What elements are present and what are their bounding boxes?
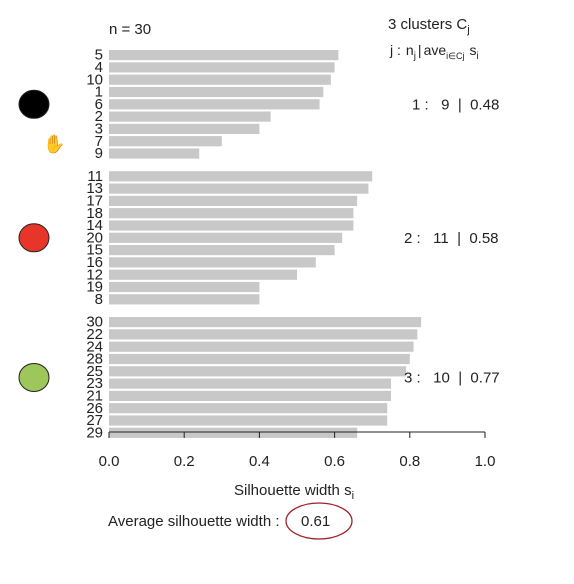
- silhouette-bar-12: [109, 269, 297, 280]
- cluster-summaries-group: 1 : 9 | 0.48 2 : 11 | 0.58 3 : 10 | 0.77: [404, 96, 500, 386]
- silhouette-bar-29: [109, 427, 358, 438]
- silhouette-bar-23: [109, 378, 391, 389]
- header-line-1: 3 clusters Cj: [388, 16, 470, 36]
- cluster-1-summary: 1 : 9 | 0.48: [412, 96, 499, 113]
- x-tick-label-0.0: 0.0: [99, 453, 120, 470]
- bar-label-20: 20: [86, 229, 103, 246]
- silhouette-bar-27: [109, 415, 388, 426]
- silhouette-bar-21: [109, 390, 391, 401]
- header-line-1-sub: j: [466, 24, 469, 36]
- silhouette-bar-7: [109, 136, 222, 147]
- bar-label-16: 16: [86, 254, 103, 271]
- bar-label-4: 4: [95, 59, 103, 76]
- silhouette-bar-17: [109, 195, 358, 206]
- cluster-2-dot: [18, 223, 50, 253]
- bar-label-5: 5: [95, 47, 103, 64]
- cluster-3-dot: [18, 362, 50, 392]
- silhouette-bar-20: [109, 232, 343, 243]
- bar-label-7: 7: [95, 133, 103, 150]
- silhouette-bar-22: [109, 329, 418, 340]
- bar-label-14: 14: [86, 217, 103, 234]
- silhouette-bar-14: [109, 220, 354, 231]
- x-tick-label-0.6: 0.6: [324, 453, 345, 470]
- bar-label-9: 9: [95, 145, 103, 162]
- bar-label-29: 29: [86, 424, 103, 441]
- bar-label-27: 27: [86, 412, 103, 429]
- bar-label-28: 28: [86, 351, 103, 368]
- silhouette-bar-15: [109, 245, 335, 256]
- bar-label-10: 10: [86, 71, 103, 88]
- average-value-highlight-circle: [285, 502, 353, 540]
- header-line-2: j : nj | avei∈Cj si: [389, 42, 479, 62]
- average-silhouette-value: 0.61: [301, 513, 330, 530]
- silhouette-bar-18: [109, 208, 354, 219]
- x-axis: 0.0 0.2 0.4 0.6 0.8 1.0: [99, 431, 496, 470]
- bar-label-26: 26: [86, 400, 103, 417]
- cluster-2-summary: 2 : 11 | 0.58: [404, 230, 499, 247]
- silhouette-bar-5: [109, 50, 339, 61]
- x-tick-label-0.2: 0.2: [174, 453, 195, 470]
- bar-label-13: 13: [86, 180, 103, 197]
- silhouette-bar-16: [109, 257, 316, 268]
- bar-label-6: 6: [95, 96, 103, 113]
- bar-label-24: 24: [86, 338, 103, 355]
- n-label: n = 30: [109, 21, 151, 38]
- silhouette-bar-25: [109, 366, 407, 377]
- cluster-3-summary: 3 : 10 | 0.77: [404, 369, 500, 386]
- x-tick-label-1.0: 1.0: [475, 453, 496, 470]
- bar-label-12: 12: [86, 266, 103, 283]
- silhouette-bar-1: [109, 86, 324, 98]
- silhouette-bar-28: [109, 353, 410, 365]
- bar-label-15: 15: [86, 242, 103, 259]
- silhouette-bar-24: [109, 341, 414, 352]
- bar-label-22: 22: [86, 326, 103, 343]
- bar-label-8: 8: [95, 291, 103, 308]
- bar-label-21: 21: [86, 388, 103, 405]
- bar-label-11: 11: [87, 168, 103, 185]
- bar-label-2: 2: [95, 108, 103, 125]
- silhouette-bar-30: [109, 317, 422, 328]
- x-axis-title: Silhouette width si: [234, 482, 354, 502]
- silhouette-bar-26: [109, 403, 388, 414]
- cluster-dots-group: [18, 89, 50, 392]
- cluster-1-dot: [18, 89, 50, 119]
- silhouette-bar-10: [109, 74, 331, 85]
- bar-label-25: 25: [86, 363, 103, 380]
- bar-label-30: 30: [86, 314, 103, 331]
- silhouette-bar-2: [109, 111, 271, 122]
- average-silhouette-label: Average silhouette width :: [108, 513, 280, 530]
- bar-label-3: 3: [95, 121, 103, 138]
- silhouette-bar-4: [109, 62, 335, 73]
- hand-cursor-icon: ✋: [43, 134, 66, 155]
- silhouette-bar-9: [109, 148, 200, 159]
- silhouette-bar-3: [109, 123, 260, 134]
- silhouette-bar-13: [109, 183, 369, 194]
- header-line-1-text: 3 clusters C: [388, 16, 467, 33]
- silhouette-bar-6: [109, 99, 320, 110]
- x-tick-label-0.8: 0.8: [399, 453, 420, 470]
- silhouette-bar-19: [109, 281, 260, 293]
- bar-label-18: 18: [86, 205, 103, 222]
- bar-label-17: 17: [86, 193, 103, 210]
- bars-group: [109, 50, 422, 438]
- silhouette-bar-8: [109, 294, 260, 305]
- bar-labels-group: 5410162379111317181420151612198302224282…: [86, 47, 103, 442]
- x-tick-label-0.4: 0.4: [249, 453, 270, 470]
- bar-label-19: 19: [86, 279, 103, 296]
- bar-label-23: 23: [86, 375, 103, 392]
- bar-label-1: 1: [95, 84, 103, 101]
- silhouette-bar-11: [109, 171, 373, 182]
